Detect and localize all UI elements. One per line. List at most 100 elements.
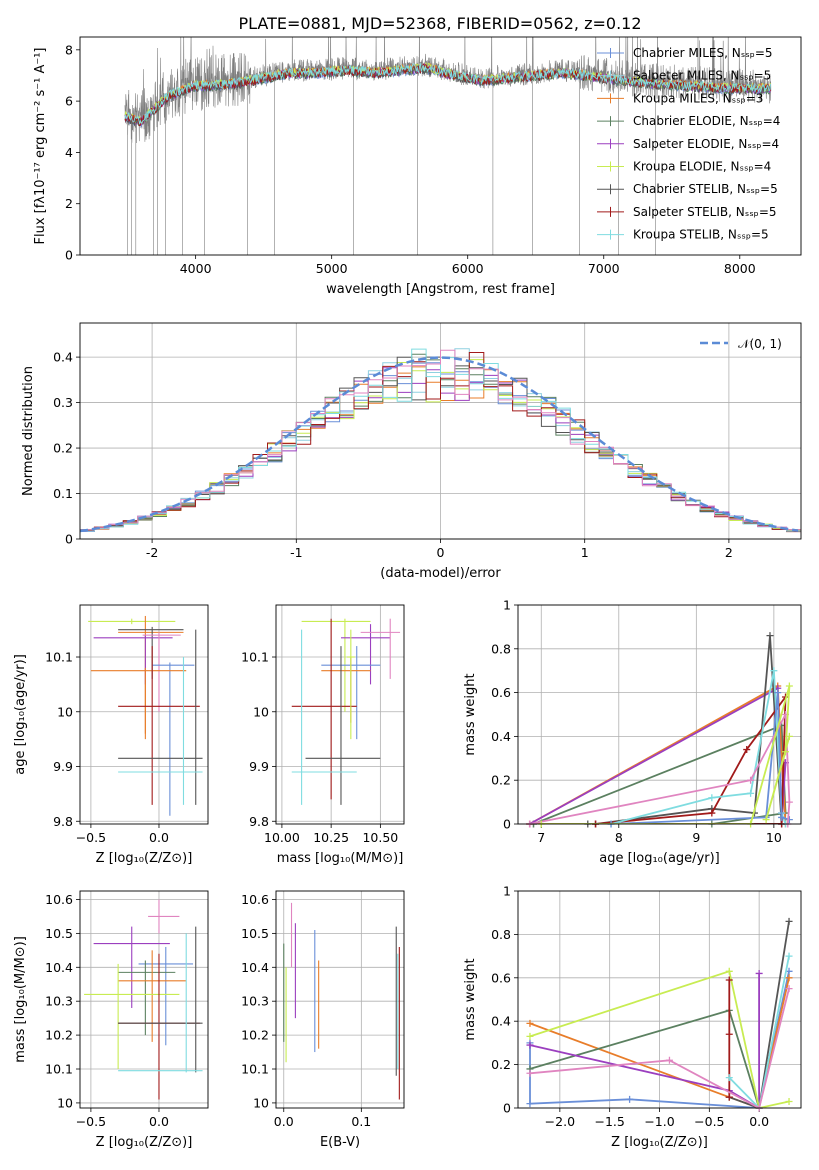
axes-frame — [517, 890, 802, 1109]
x-tick-label: 0 — [437, 545, 445, 560]
weight-point — [785, 732, 793, 740]
weight-series-4 — [595, 694, 787, 824]
legend-label: Kroupa STELIB, Nₛₛₚ=5 — [633, 228, 769, 242]
y-axis-label: mass weight — [463, 958, 478, 1040]
y-tick-label: 9.8 — [53, 814, 73, 829]
y-tick-label: 6 — [65, 94, 73, 109]
x-tick-label: 2 — [725, 545, 733, 560]
gaussian-curve — [80, 356, 799, 533]
y-tick-label: 1 — [503, 884, 511, 899]
weight-point — [785, 798, 793, 806]
x-tick-label: 0.0 — [149, 1114, 169, 1129]
age_vs_mass-panel: 10.00 10.25 10.50 9.8 9.9 10 10.1 mass [log₁₀(M… — [241, 604, 405, 866]
weight-series-2 — [529, 686, 787, 824]
y-tick-label: 10.2 — [45, 1028, 73, 1043]
weight-series-7 — [529, 711, 791, 824]
x-tick-label: −0.5 — [76, 1114, 106, 1129]
weight-point — [747, 789, 755, 797]
x-tick-label: 10.00 — [264, 830, 300, 845]
axes-frame — [517, 604, 802, 825]
y-tick-label: 4 — [65, 145, 73, 160]
y-tick-label: 9.9 — [249, 759, 269, 774]
x-tick-label: 8000 — [724, 261, 756, 276]
x-tick-label: 0.0 — [749, 1114, 769, 1129]
weight-point — [526, 1069, 534, 1077]
y-tick-label: 0 — [503, 1101, 511, 1116]
y-axis-label: mass weight — [463, 673, 478, 755]
weight-point — [766, 632, 774, 640]
x-tick-label: 0.0 — [274, 1114, 294, 1129]
y-tick-label: 10.3 — [241, 994, 269, 1009]
weight-point — [770, 667, 778, 675]
y-tick-label: 0.4 — [491, 729, 511, 744]
x-tick-label: −0.5 — [694, 1114, 724, 1129]
weight-series-3 — [529, 973, 760, 1108]
x-tick-label: 10.25 — [313, 830, 349, 845]
spectrum-panel: 4000 5000 6000 7000 8000 0 2 4 6 8 wavelength [Ang… — [33, 36, 802, 297]
y-tick-label: 10.1 — [241, 650, 269, 665]
y-tick-label: 10.4 — [241, 960, 269, 975]
legend-label: Chabrier ELODIE, Nₛₛₚ=4 — [633, 114, 780, 128]
axes-frame — [79, 890, 209, 1109]
figure-title: PLATE=0881, MJD=52368, FIBERID=0562, z=0… — [238, 14, 641, 33]
weight-point — [785, 816, 793, 824]
y-tick-label: 9.9 — [53, 759, 73, 774]
y-tick-label: 1 — [503, 598, 511, 613]
y-tick-label: 0.2 — [491, 1057, 511, 1072]
weight-point — [785, 1097, 793, 1105]
weight-point — [626, 1095, 634, 1103]
weight-point — [785, 952, 793, 960]
weight-series-5 — [728, 921, 790, 1108]
weight_vs_age-panel: 7 8 9 10 0 0.2 0.4 0.6 0.8 1 age [log₁₀(age/yr)] ma… — [463, 598, 802, 866]
model-line-8 — [124, 63, 771, 125]
weight-point — [526, 1019, 534, 1027]
y-axis-label: Flux [fλ10⁻¹⁷ erg cm⁻² s⁻¹ A⁻¹] — [33, 48, 48, 245]
weight-series-1 — [529, 684, 787, 824]
x-axis-label: (data-model)/error — [380, 566, 501, 581]
weight-point — [785, 682, 793, 690]
histogram-panel: -2 -1 0 1 2 0 0.1 0.2 0.3 0.4 (data-model)/error No… — [21, 322, 802, 581]
x-axis-label: Z [log₁₀(Z/Z⊙)] — [611, 1135, 708, 1150]
weight-point — [725, 1030, 733, 1038]
x-tick-label: 0.0 — [149, 830, 169, 845]
x-tick-label: -1 — [290, 545, 302, 560]
x-tick-label: -2 — [146, 545, 158, 560]
y-axis-label: Normed distribution — [21, 366, 36, 496]
legend-label: 𝒩(0, 1) — [738, 337, 782, 351]
weight-point — [526, 1041, 534, 1049]
x-tick-label: 0.1 — [351, 1114, 371, 1129]
x-axis-label: E(B-V) — [320, 1135, 360, 1150]
weight-series-0 — [533, 724, 787, 824]
x-axis-label: Z [log₁₀(Z/Z⊙)] — [96, 851, 193, 866]
y-axis-label: age [log₁₀(age/yr)] — [13, 654, 28, 775]
weight-series-4 — [529, 970, 790, 1108]
x-tick-label: −0.5 — [76, 830, 106, 845]
y-tick-label: 2 — [65, 196, 73, 211]
weight-point — [665, 1056, 673, 1064]
mass_vs_ebv-panel: 0.0 0.1 10 10.1 10.2 10.3 10.4 10.5 10.6 E(B-V) — [241, 890, 405, 1150]
weight-point — [725, 967, 733, 975]
weight-point — [725, 1074, 733, 1082]
weight-point — [774, 689, 782, 697]
weight-point — [725, 976, 733, 984]
x-axis-label: mass [log₁₀(M/M⊙)] — [277, 851, 404, 866]
y-tick-label: 0.8 — [491, 641, 511, 656]
weight-point — [785, 917, 793, 925]
x-tick-label: 10.50 — [362, 830, 398, 845]
weight-point — [526, 1100, 534, 1108]
weight-point — [755, 969, 763, 977]
weight-series-3 — [587, 635, 783, 824]
weight-series-8 — [541, 685, 791, 824]
x-tick-label: −1.5 — [594, 1114, 624, 1129]
x-tick-label: 4000 — [180, 261, 212, 276]
y-tick-label: 10 — [253, 704, 269, 719]
y-tick-label: 10.4 — [45, 960, 73, 975]
weight-series-7 — [728, 955, 790, 1108]
y-tick-label: 10.5 — [45, 926, 73, 941]
x-axis-label: Z [log₁₀(Z/Z⊙)] — [96, 1135, 193, 1150]
model-line-3 — [124, 64, 771, 125]
y-axis-label: mass [log₁₀(M/M⊙)] — [13, 936, 28, 1063]
y-tick-label: 0 — [503, 817, 511, 832]
x-tick-label: −2.0 — [545, 1114, 575, 1129]
